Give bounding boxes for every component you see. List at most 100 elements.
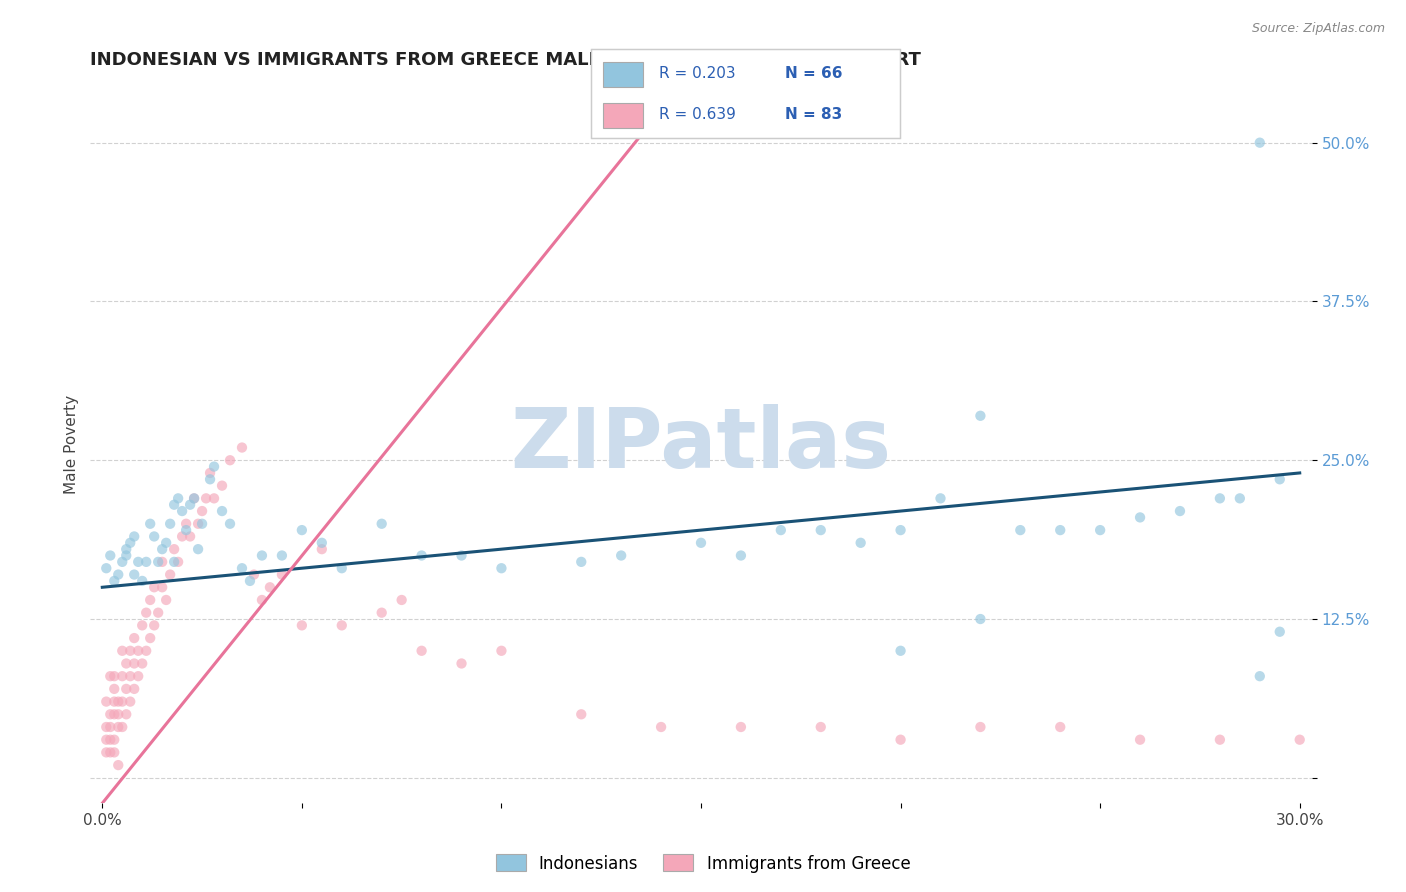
Point [370,516,392,531]
Point [1229,491,1251,506]
Point [411,644,433,658]
Point [135,606,157,620]
Point [127,669,149,683]
Point [131,618,153,632]
Point [103,574,125,588]
Point [219,453,242,467]
Point [211,504,233,518]
Point [150,555,173,569]
Text: INDONESIAN VS IMMIGRANTS FROM GREECE MALE POVERTY CORRELATION CHART: INDONESIAN VS IMMIGRANTS FROM GREECE MAL… [90,51,921,69]
Point [810,720,832,734]
Point [139,593,162,607]
Point [107,567,129,582]
Point [271,567,294,582]
Text: ZIPatlas: ZIPatlas [510,404,891,485]
Point [122,631,145,645]
Point [271,549,294,563]
Point [411,549,433,563]
Point [122,657,145,671]
Point [969,409,991,423]
Point [107,707,129,722]
Point [155,593,177,607]
Point [96,695,118,709]
Point [163,555,186,569]
Point [107,758,129,772]
Point [103,732,125,747]
Point [115,657,138,671]
Point [231,441,253,455]
Point [291,523,314,537]
Point [139,631,162,645]
Point [115,681,138,696]
Text: N = 66: N = 66 [786,66,842,80]
Point [179,498,201,512]
Point [569,555,592,569]
Point [96,561,118,575]
Point [969,720,991,734]
Point [98,732,121,747]
Point [167,491,190,506]
Point [311,536,333,550]
Point [1129,510,1152,524]
Point [120,695,142,709]
FancyBboxPatch shape [603,62,643,87]
Point [115,549,138,563]
Point [191,504,214,518]
Point [202,459,225,474]
Point [890,732,912,747]
Point [491,644,513,658]
Point [183,491,205,506]
Point [143,618,166,632]
Point [211,478,233,492]
Y-axis label: Male Poverty: Male Poverty [65,395,79,494]
Point [163,498,186,512]
Point [330,561,353,575]
Point [1088,523,1111,537]
Point [135,555,157,569]
Point [131,657,153,671]
Legend: Indonesians, Immigrants from Greece: Indonesians, Immigrants from Greece [489,847,917,880]
Point [1049,720,1071,734]
Point [127,555,149,569]
Point [810,523,832,537]
Point [1209,732,1232,747]
Point [122,681,145,696]
Point [890,644,912,658]
Point [929,491,952,506]
Point [195,491,218,506]
Point [849,536,872,550]
Point [120,644,142,658]
Point [111,720,134,734]
Point [730,720,752,734]
Point [174,516,197,531]
Point [259,580,281,594]
Point [491,561,513,575]
Point [370,606,392,620]
Point [111,695,134,709]
Point [111,555,134,569]
Point [146,555,169,569]
Point [98,746,121,760]
Point [103,746,125,760]
Point [198,472,221,486]
Point [311,542,333,557]
Point [103,695,125,709]
Point [115,707,138,722]
Point [96,720,118,734]
Point [115,542,138,557]
Point [690,536,713,550]
Point [127,644,149,658]
Point [131,574,153,588]
Point [107,695,129,709]
Point [120,669,142,683]
Point [730,549,752,563]
Point [103,669,125,683]
Point [98,669,121,683]
Point [155,536,177,550]
Point [98,720,121,734]
Point [291,618,314,632]
Point [769,523,792,537]
Point [1249,136,1271,150]
Point [1129,732,1152,747]
Point [198,466,221,480]
